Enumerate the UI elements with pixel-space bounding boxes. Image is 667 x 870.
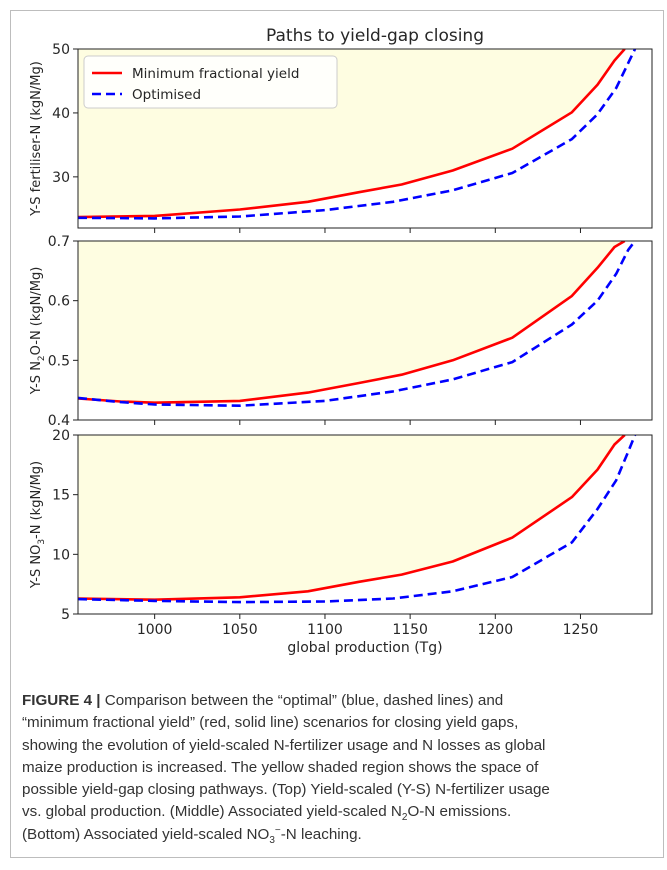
y-tick-label: 30 [52, 170, 70, 186]
caption-line: -N leaching. [280, 825, 362, 843]
y-axis-label: Y-S N2O-N (kgN/Mg) [29, 267, 47, 396]
shaded-region [78, 435, 652, 600]
series-line-optimised [78, 49, 637, 220]
caption-line: Comparison between the “optimal” (blue, … [100, 692, 504, 709]
series-line-minimum-fractional-yield [78, 435, 626, 602]
caption-line: (Bottom) Associated yield-scaled NO [22, 825, 270, 843]
legend-label: Minimum fractional yield [132, 66, 299, 82]
subscript: 2 [401, 812, 408, 824]
x-tick-label: 1000 [137, 622, 173, 638]
y-tick-label: 10 [52, 547, 70, 563]
caption-line: “minimum fractional yield” (red, solid l… [22, 714, 519, 732]
axes-frame [77, 48, 653, 229]
subscript: 3 [269, 834, 275, 846]
y-axis-label: Y-S NO3-N (kgN/Mg) [29, 461, 47, 589]
caption-line: O-N emissions. [407, 803, 512, 821]
series-line-minimum-fractional-yield [78, 241, 626, 405]
caption-line: showing the evolution of yield-scaled N-… [22, 736, 546, 754]
x-axis-label: global production (Tg) [287, 640, 442, 656]
legend-label: Optimised [132, 87, 201, 103]
y-tick-label: 0.6 [48, 294, 70, 310]
shaded-region [78, 241, 652, 403]
y-tick-label: 5 [61, 607, 70, 623]
legend-box [83, 55, 338, 109]
figure-label: FIGURE 4 | [22, 692, 101, 709]
y-tick-label: 20 [52, 428, 70, 444]
figure-caption: FIGURE 4 | Comparison between the “optim… [22, 690, 650, 846]
y-tick-label: 0.7 [48, 234, 70, 250]
panel-2-plot [78, 241, 652, 408]
y-tick-label: 0.4 [48, 413, 70, 429]
y-tick-label: 50 [52, 42, 70, 58]
x-tick-label: 1250 [563, 622, 599, 638]
y-tick-label: 40 [52, 106, 70, 122]
panel-3-plot [78, 435, 652, 604]
series-line-optimised [78, 435, 637, 604]
superscript: − [274, 824, 281, 836]
series-line-minimum-fractional-yield [78, 49, 626, 219]
figure-frame [10, 10, 664, 858]
chart-canvas: 30 40 50 Y-S fertiliser-N (kgN/Mg) Paths to … [29, 26, 653, 656]
caption-line: vs. global production. (Middle) Associat… [22, 803, 402, 821]
axes-frame [77, 240, 653, 421]
y-tick-label: 0.5 [48, 353, 70, 369]
y-tick-label: 15 [52, 488, 70, 504]
x-tick-label: 1150 [392, 622, 428, 638]
x-tick-label: 1100 [307, 622, 343, 638]
x-tick-label: 1200 [477, 622, 513, 638]
series-line-optimised [78, 241, 637, 408]
chart-title: Paths to yield-gap closing [266, 26, 484, 46]
x-tick-label: 1050 [222, 622, 258, 638]
caption-line: maize production is increased. The yello… [22, 758, 539, 776]
y-axis-label: Y-S fertiliser-N (kgN/Mg) [29, 61, 44, 217]
caption-line: possible yield-gap closing pathways. (To… [22, 781, 550, 799]
axes-frame [77, 434, 653, 615]
